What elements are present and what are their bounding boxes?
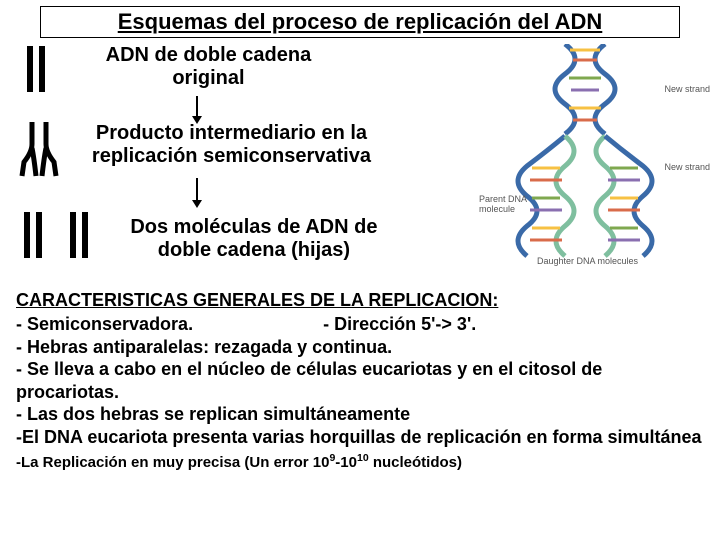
char-6-sup2: 10 <box>357 452 369 464</box>
stage-1-label: ADN de doble cadena original <box>68 44 348 90</box>
dna-parallel-icon <box>16 42 56 96</box>
characteristics-block: CARACTERISTICAS GENERALES DE LA REPLICAC… <box>16 290 706 471</box>
char-line-2: - Hebras antiparalelas: rezagada y conti… <box>16 336 706 359</box>
dna-parallel-icon <box>16 208 50 262</box>
stage-1-row: ADN de doble cadena original <box>16 42 348 96</box>
stage-3-row: Dos moléculas de ADN de doble cadena (hi… <box>16 208 399 262</box>
char-line-5: -El DNA eucariota presenta varias horqui… <box>16 426 706 449</box>
char-line-4: - Las dos hebras se replican simultáneam… <box>16 403 706 426</box>
helix-label-new2: New strand <box>664 162 710 172</box>
dna-parallel-icon <box>62 208 96 262</box>
dna-fork-icon <box>16 118 64 180</box>
helix-label-parent: Parent DNA molecule <box>479 194 539 214</box>
char-line-6: -La Replicación en muy precisa (Un error… <box>16 452 706 471</box>
dna-helix-illustration: New strand New strand Parent DNA molecul… <box>487 44 712 264</box>
helix-label-new1: New strand <box>664 84 710 94</box>
char-1a: - Semiconservadora. <box>16 314 193 334</box>
stage-2-row: Producto intermediario en la replicación… <box>16 118 386 180</box>
helix-label-daughter: Daughter DNA molecules <box>537 256 638 266</box>
char-line-3: - Se lleva a cabo en el núcleo de célula… <box>16 358 706 403</box>
dna-helix-icon <box>487 44 712 264</box>
stage-3-label: Dos moléculas de ADN de doble cadena (hi… <box>109 216 399 262</box>
char-6-pre: -La Replicación en muy precisa (Un error… <box>16 454 329 471</box>
characteristics-heading: CARACTERISTICAS GENERALES DE LA REPLICAC… <box>16 290 706 311</box>
stage-2-label: Producto intermediario en la replicación… <box>76 122 386 168</box>
title-box: Esquemas del proceso de replicación del … <box>40 6 680 38</box>
page-title: Esquemas del proceso de replicación del … <box>118 9 603 34</box>
char-line-1: - Semiconservadora. - Dirección 5'-> 3'. <box>16 313 706 336</box>
char-6-mid: -10 <box>335 454 357 471</box>
char-1b: - Dirección 5'-> 3'. <box>323 314 476 334</box>
char-6-post: nucleótidos) <box>369 454 462 471</box>
